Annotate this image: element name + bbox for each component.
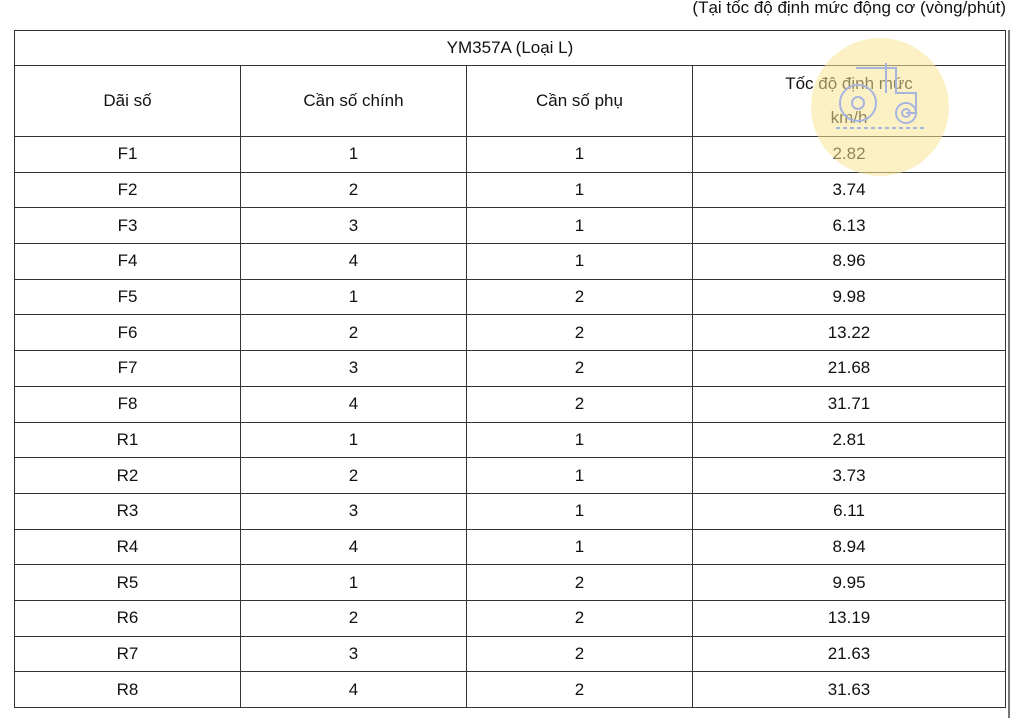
sub-shift-cell: 2 (466, 671, 693, 708)
table-row: R1 1 1 2.81 (14, 421, 1006, 459)
speed-cell: 3.74 (692, 171, 1006, 209)
speed-note: (Tại tốc độ định mức động cơ (vòng/phút) (692, 0, 1006, 17)
main-shift-cell: 3 (240, 350, 467, 387)
header-main-shift: Cần số chính (240, 65, 467, 137)
table-row: F6 2 2 13.22 (14, 314, 1006, 352)
table-row: R3 3 1 6.11 (14, 492, 1006, 530)
main-shift-cell: 2 (240, 457, 467, 494)
speed-cell: 6.13 (692, 207, 1006, 245)
table-row: F8 4 2 31.71 (14, 385, 1006, 423)
gear-cell: R5 (14, 564, 241, 601)
sub-shift-cell: 2 (466, 314, 693, 352)
sub-shift-cell: 2 (466, 635, 693, 673)
sub-shift-cell: 2 (466, 564, 693, 601)
sub-shift-cell: 2 (466, 599, 693, 637)
sub-shift-cell: 1 (466, 207, 693, 245)
gear-cell: R6 (14, 599, 241, 637)
speed-cell: 21.68 (692, 350, 1006, 387)
speed-cell: 8.94 (692, 528, 1006, 566)
speed-cell: 13.19 (692, 599, 1006, 637)
main-shift-cell: 4 (240, 528, 467, 566)
main-shift-cell: 4 (240, 671, 467, 708)
main-shift-cell: 3 (240, 207, 467, 245)
speed-cell: 2.82 (692, 136, 1006, 173)
table-row: F5 1 2 9.98 (14, 278, 1006, 316)
speed-cell: 8.96 (692, 243, 1006, 280)
sub-shift-cell: 1 (466, 136, 693, 173)
main-shift-cell: 4 (240, 243, 467, 280)
gear-cell: R8 (14, 671, 241, 708)
header-rated-speed: Tốc độ định mức km/h (692, 65, 1006, 137)
speed-cell: 13.22 (692, 314, 1006, 352)
main-shift-cell: 2 (240, 314, 467, 352)
sub-shift-cell: 1 (466, 492, 693, 530)
table-row: R2 2 1 3.73 (14, 457, 1006, 494)
table-row: R6 2 2 13.19 (14, 599, 1006, 637)
main-shift-cell: 3 (240, 492, 467, 530)
table-title: YM357A (Loại L) (14, 30, 1006, 66)
gear-cell: R1 (14, 421, 241, 459)
table-row: F3 3 1 6.13 (14, 207, 1006, 245)
gear-cell: F6 (14, 314, 241, 352)
gear-cell: F1 (14, 136, 241, 173)
gear-cell: F8 (14, 385, 241, 423)
sub-shift-cell: 1 (466, 457, 693, 494)
gear-cell: R2 (14, 457, 241, 494)
gear-cell: R3 (14, 492, 241, 530)
main-shift-cell: 3 (240, 635, 467, 673)
gear-cell: R4 (14, 528, 241, 566)
sub-shift-cell: 1 (466, 528, 693, 566)
speed-cell: 6.11 (692, 492, 1006, 530)
table-row: F2 2 1 3.74 (14, 171, 1006, 209)
gear-cell: R7 (14, 635, 241, 673)
sub-shift-cell: 2 (466, 350, 693, 387)
main-shift-cell: 2 (240, 171, 467, 209)
speed-cell: 9.95 (692, 564, 1006, 601)
main-shift-cell: 1 (240, 564, 467, 601)
main-shift-cell: 2 (240, 599, 467, 637)
speed-cell: 31.71 (692, 385, 1006, 423)
sub-shift-cell: 2 (466, 278, 693, 316)
table-row: R7 3 2 21.63 (14, 635, 1006, 673)
main-shift-cell: 1 (240, 421, 467, 459)
table-row: R4 4 1 8.94 (14, 528, 1006, 566)
speed-cell: 21.63 (692, 635, 1006, 673)
gear-cell: F3 (14, 207, 241, 245)
gear-cell: F2 (14, 171, 241, 209)
sub-shift-cell: 1 (466, 243, 693, 280)
main-shift-cell: 1 (240, 136, 467, 173)
gear-cell: F5 (14, 278, 241, 316)
table-row: F1 1 1 2.82 (14, 136, 1006, 173)
gear-speed-table: YM357A (Loại L) Dãi số Cần số chính Cần … (14, 30, 1006, 708)
sub-shift-cell: 1 (466, 421, 693, 459)
table-row: R8 4 2 31.63 (14, 671, 1006, 708)
table-row: F4 4 1 8.96 (14, 243, 1006, 280)
gear-cell: F7 (14, 350, 241, 387)
header-gear-range: Dãi số (14, 65, 241, 137)
speed-cell: 2.81 (692, 421, 1006, 459)
table-row: R5 1 2 9.95 (14, 564, 1006, 601)
gear-cell: F4 (14, 243, 241, 280)
main-shift-cell: 4 (240, 385, 467, 423)
header-sub-shift: Cần số phụ (466, 65, 693, 137)
speed-cell: 3.73 (692, 457, 1006, 494)
sub-shift-cell: 1 (466, 171, 693, 209)
main-shift-cell: 1 (240, 278, 467, 316)
sub-shift-cell: 2 (466, 385, 693, 423)
page-edge (1008, 30, 1010, 718)
speed-cell: 9.98 (692, 278, 1006, 316)
table-row: F7 3 2 21.68 (14, 350, 1006, 387)
speed-cell: 31.63 (692, 671, 1006, 708)
